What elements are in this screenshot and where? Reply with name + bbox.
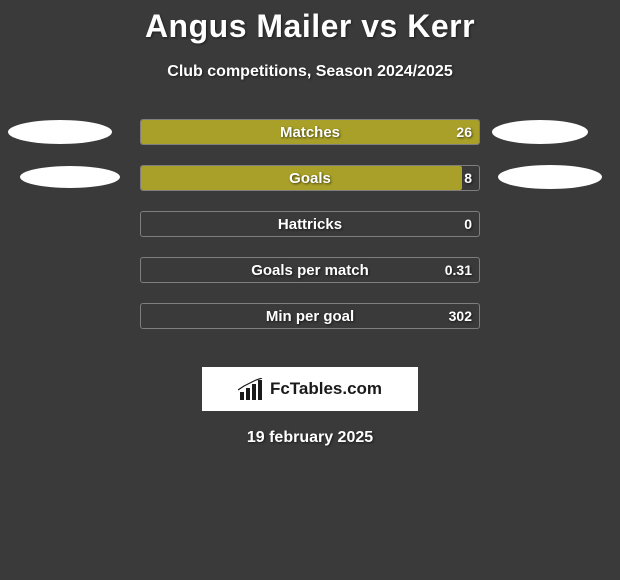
stat-bar-container (140, 211, 480, 237)
stat-bar-fill (141, 120, 479, 144)
player-ellipse (20, 166, 120, 188)
stat-bar-container (140, 257, 480, 283)
stat-row: Matches26 (0, 119, 620, 165)
stats-area: Matches26Goals8Hattricks0Goals per match… (0, 119, 620, 349)
logo-text: FcTables.com (270, 379, 382, 399)
page-title: Angus Mailer vs Kerr (0, 0, 620, 45)
player-ellipse (8, 120, 112, 144)
stat-bar-container (140, 165, 480, 191)
bar-chart-icon (238, 378, 264, 400)
stat-row: Min per goal302 (0, 303, 620, 349)
stat-bar-container (140, 303, 480, 329)
stat-bar-container (140, 119, 480, 145)
date-text: 19 february 2025 (0, 429, 620, 447)
stat-bar-fill (141, 166, 462, 190)
player-ellipse (498, 165, 602, 189)
stat-row: Goals8 (0, 165, 620, 211)
page-subtitle: Club competitions, Season 2024/2025 (0, 63, 620, 81)
fctables-logo: FcTables.com (202, 367, 418, 411)
player-ellipse (492, 120, 588, 144)
stat-row: Hattricks0 (0, 211, 620, 257)
stat-row: Goals per match0.31 (0, 257, 620, 303)
